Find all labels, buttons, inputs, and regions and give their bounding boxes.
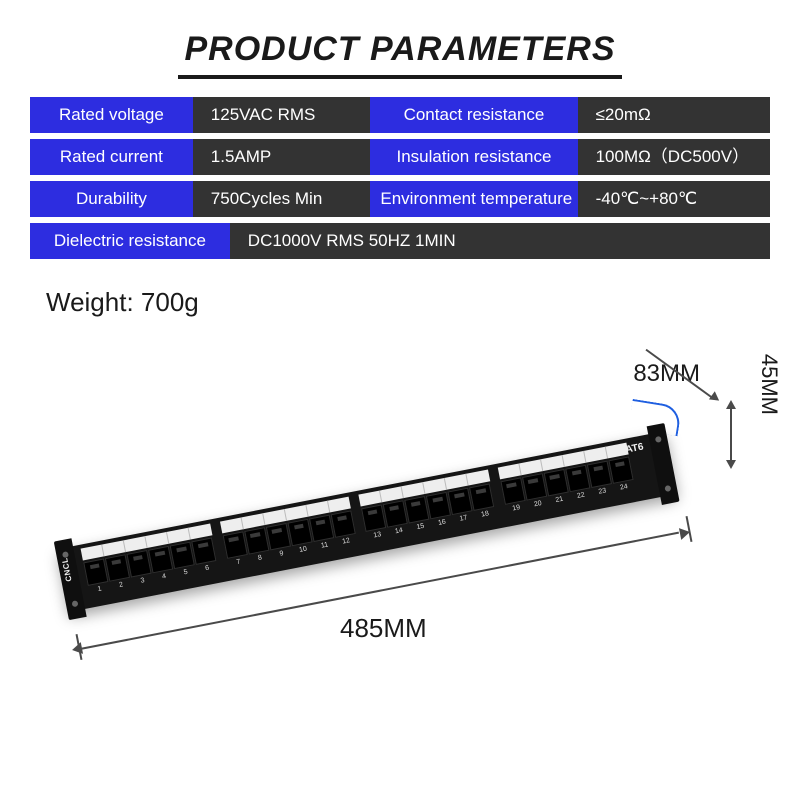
port-number: 14 [388, 526, 411, 537]
product-diagram: 83MM 45MM CNCL CAT6 12345678910111213141… [0, 340, 800, 770]
spec-label: Durability [30, 181, 193, 217]
port-number: 4 [153, 571, 176, 582]
rj45-port-icon [522, 473, 547, 501]
spec-label: Insulation resistance [370, 139, 577, 175]
port-number: 7 [227, 557, 250, 568]
spec-row: Dielectric resistanceDC1000V RMS 50HZ 1M… [30, 223, 770, 259]
spec-value: ≤20mΩ [578, 97, 770, 133]
patch-panel: CNCL CAT6 123456789101112131415161718192… [55, 423, 679, 620]
spec-row: Durability750Cycles MinEnvironment tempe… [30, 181, 770, 217]
dimension-height-arrow [730, 408, 732, 462]
spec-value: DC1000V RMS 50HZ 1MIN [230, 223, 770, 259]
port-number: 1 [88, 584, 111, 595]
port-number: 13 [366, 530, 389, 541]
port-row: 123456789101112131415161718192021222324 [81, 443, 637, 604]
rj45-port-icon [287, 519, 312, 547]
rj45-port-icon [222, 531, 247, 559]
rj45-port-icon [500, 477, 525, 505]
rj45-port-icon [266, 523, 291, 551]
rj45-port-icon [608, 456, 633, 484]
port-number: 20 [526, 499, 549, 510]
spec-label: Contact resistance [370, 97, 577, 133]
brand-label: CNCL [60, 557, 73, 582]
spec-value: 750Cycles Min [193, 181, 371, 217]
rj45-port-icon [192, 537, 217, 565]
port-number: 11 [313, 540, 336, 551]
weight-text: Weight: 700g [46, 287, 770, 318]
port-group: 192021222324 [497, 443, 637, 523]
rj45-port-icon [426, 492, 451, 520]
rj45-port-icon [587, 461, 612, 489]
rj45-port-icon [244, 527, 269, 555]
rj45-port-icon [469, 483, 494, 511]
port-number: 5 [174, 567, 197, 578]
port-number: 19 [505, 503, 528, 514]
arrowhead-icon [726, 400, 736, 409]
spec-table: Rated voltage125VAC RMSContact resistanc… [30, 97, 770, 259]
port-number: 2 [110, 580, 133, 591]
port-number: 23 [591, 486, 614, 497]
port-group: 123456 [81, 524, 221, 604]
spec-label: Environment temperature [370, 181, 577, 217]
rj45-port-icon [83, 558, 108, 586]
port-number: 22 [569, 490, 592, 501]
rj45-port-icon [170, 542, 195, 570]
rj45-port-icon [309, 515, 334, 543]
port-number: 15 [409, 521, 432, 532]
arrowhead-icon [709, 391, 722, 404]
dimension-height-label: 45MM [756, 354, 782, 415]
rj45-port-icon [148, 546, 173, 574]
spec-row: Rated current1.5AMPInsulation resistance… [30, 139, 770, 175]
port-number: 8 [249, 553, 272, 564]
spec-value: -40℃~+80℃ [578, 181, 770, 217]
spec-label: Dielectric resistance [30, 223, 230, 259]
page-title-wrap: PRODUCT PARAMETERS [30, 30, 770, 79]
spec-label: Rated voltage [30, 97, 193, 133]
rj45-port-icon [127, 550, 152, 578]
spec-value: 1.5AMP [193, 139, 371, 175]
rj45-port-icon [383, 500, 408, 528]
port-number: 12 [335, 536, 358, 547]
spec-value: 100MΩ（DC500V） [578, 139, 770, 175]
rj45-port-icon [448, 488, 473, 516]
rj45-port-icon [331, 510, 356, 538]
rj45-port-icon [543, 469, 568, 497]
port-number: 21 [548, 494, 571, 505]
port-number: 3 [131, 575, 154, 586]
arrowhead-icon [726, 460, 736, 469]
port-group: 789101112 [219, 497, 359, 577]
rj45-port-icon [105, 554, 130, 582]
port-number: 18 [474, 509, 497, 520]
port-number: 10 [292, 544, 315, 555]
port-number: 16 [431, 517, 454, 528]
spec-label: Rated current [30, 139, 193, 175]
page-title: PRODUCT PARAMETERS [178, 30, 621, 79]
rj45-port-icon [361, 504, 386, 532]
port-number: 17 [452, 513, 475, 524]
spec-row: Rated voltage125VAC RMSContact resistanc… [30, 97, 770, 133]
ground-wire-icon [628, 399, 682, 436]
dimension-length-label: 485MM [340, 613, 427, 644]
rj45-port-icon [565, 465, 590, 493]
port-number: 6 [196, 563, 219, 574]
port-number: 9 [270, 548, 293, 559]
spec-value: 125VAC RMS [193, 97, 371, 133]
port-group: 131415161718 [358, 470, 498, 550]
rj45-port-icon [404, 496, 429, 524]
port-number: 24 [613, 482, 636, 493]
